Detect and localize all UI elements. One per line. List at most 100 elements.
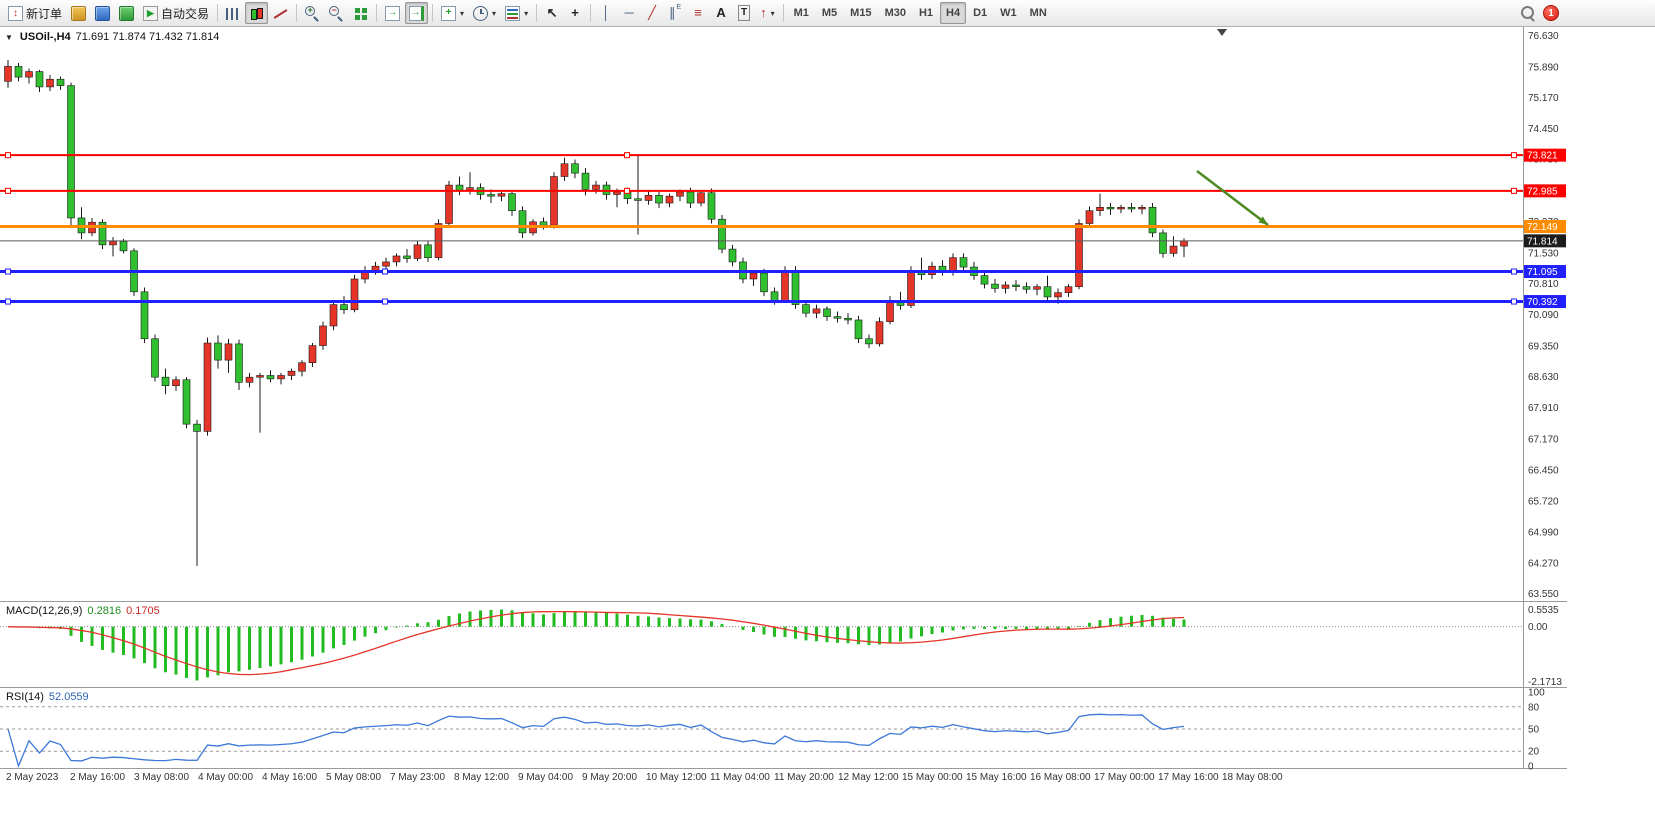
rsi-label: RSI(14) 52.0559 — [6, 691, 89, 703]
rsi-axis[interactable]: 100 80 50 20 0 — [1528, 688, 1545, 773]
new-order-button[interactable]: ↕ 新订单 — [4, 2, 66, 24]
horizontal-line-button[interactable]: ─ — [618, 2, 640, 24]
svg-text:3 May 08:00: 3 May 08:00 — [134, 772, 189, 783]
svg-text:50: 50 — [1528, 725, 1540, 736]
line-handle[interactable] — [5, 152, 11, 159]
chevron-down-icon: ▾ — [524, 8, 529, 18]
chevron-down-icon: ▾ — [460, 8, 465, 18]
horizontal-line-70.392[interactable] — [0, 298, 1523, 305]
templates-button[interactable]: ▾ — [501, 2, 532, 24]
macd-name: MACD(12,26,9) — [6, 605, 83, 617]
timeframe-m30-button[interactable]: M30 — [884, 7, 906, 19]
search-icon[interactable] — [1521, 6, 1535, 20]
time-axis[interactable]: 2 May 2023 2 May 16:00 3 May 08:00 4 May 00… — [6, 772, 1283, 783]
svg-text:100: 100 — [1528, 688, 1545, 699]
svg-text:2 May 16:00: 2 May 16:00 — [70, 772, 125, 783]
timeframe-d1-button[interactable]: D1 — [973, 7, 988, 19]
vertical-line-button[interactable]: │ — [595, 2, 617, 24]
svg-text:10 May 12:00: 10 May 12:00 — [646, 772, 707, 783]
line-handle[interactable] — [1511, 187, 1517, 194]
price-tag: 73.821 — [1524, 148, 1566, 162]
market-watch-button[interactable] — [67, 2, 90, 24]
svg-text:18 May 08:00: 18 May 08:00 — [1222, 772, 1283, 783]
macd-signal-line — [7, 610, 1185, 676]
line-handle[interactable] — [5, 298, 11, 305]
horizontal-line-73.821[interactable] — [0, 152, 1523, 159]
line-handle[interactable] — [5, 268, 11, 275]
toolbar-separator — [536, 4, 538, 22]
line-handle[interactable] — [1511, 268, 1517, 275]
timeframe-mn-button[interactable]: MN — [1029, 7, 1047, 19]
autotrading-button[interactable]: ▶ 自动交易 — [139, 2, 213, 24]
zoom-out-button[interactable]: − — [325, 2, 348, 24]
timeframe-m1-button[interactable]: M1 — [793, 7, 809, 19]
text-label-button[interactable]: T — [733, 2, 755, 24]
timeframe-m15-button[interactable]: M15 — [850, 7, 872, 19]
trendline-icon: ╱ — [648, 5, 656, 20]
crosshair-button[interactable]: + — [564, 2, 586, 24]
zoom-in-button[interactable]: + — [301, 2, 324, 24]
svg-text:67.170: 67.170 — [1528, 435, 1559, 446]
chart-shift-button[interactable]: → — [405, 2, 429, 24]
tile-windows-button[interactable] — [349, 2, 372, 24]
timeframe-w1-button[interactable]: W1 — [1000, 7, 1017, 19]
timeframe-h4-button[interactable]: H4 — [940, 2, 967, 24]
main-toolbar: ↕ 新订单 ▶ 自动交易 + − → → + ▾ ▾ ▾ ↖ + │ ─ ╱ ∥… — [0, 0, 1655, 27]
svg-text:75.170: 75.170 — [1528, 93, 1559, 104]
chart-shift-icon: → — [409, 5, 425, 21]
equidistant-channel-button[interactable]: ∥ E — [664, 2, 686, 24]
terminal-button[interactable] — [115, 2, 138, 24]
chart-shift-marker[interactable] — [1217, 29, 1227, 36]
text-button[interactable]: A — [710, 2, 732, 24]
bar-chart-button[interactable] — [222, 2, 244, 24]
line-handle[interactable] — [5, 187, 11, 194]
svg-text:16 May 08:00: 16 May 08:00 — [1030, 772, 1091, 783]
chevron-down-icon: ▾ — [492, 8, 497, 18]
cursor-button[interactable]: ↖ — [541, 2, 563, 24]
svg-text:15 May 00:00: 15 May 00:00 — [902, 772, 963, 783]
svg-text:70.810: 70.810 — [1528, 279, 1559, 290]
line-chart-icon — [273, 6, 288, 21]
svg-text:4 May 00:00: 4 May 00:00 — [198, 772, 253, 783]
text-label-icon: T — [738, 5, 751, 21]
clock-icon — [473, 5, 489, 21]
arrows-tool-icon: ↑ — [760, 5, 767, 20]
candlestick-chart-button[interactable] — [245, 2, 269, 24]
line-handle[interactable] — [382, 268, 388, 275]
horizontal-line-72.985[interactable] — [0, 187, 1523, 194]
channel-icon: ∥ — [668, 5, 676, 20]
line-handle[interactable] — [382, 298, 388, 305]
svg-text:70.392: 70.392 — [1527, 297, 1558, 308]
horizontal-line-71.095[interactable] — [0, 268, 1523, 275]
timeframe-h1-button[interactable]: H1 — [918, 7, 934, 19]
trendline-button[interactable]: ╱ — [641, 2, 663, 24]
line-chart-button[interactable] — [269, 2, 292, 24]
line-handle[interactable] — [1511, 152, 1517, 159]
navigator-button[interactable] — [91, 2, 114, 24]
svg-text:-2.1713: -2.1713 — [1528, 677, 1562, 688]
arrows-button[interactable]: ↑ ▾ — [756, 2, 779, 24]
fibonacci-icon: ≡ — [694, 5, 702, 20]
svg-text:72.149: 72.149 — [1527, 222, 1558, 233]
trend-arrow-annotation[interactable] — [1196, 170, 1269, 226]
periods-button[interactable]: ▾ — [469, 2, 500, 24]
line-handle[interactable] — [624, 187, 630, 194]
notification-badge[interactable]: 1 — [1543, 5, 1559, 21]
indicators-button[interactable]: + ▾ — [437, 2, 468, 24]
fibonacci-button[interactable]: ≡ — [687, 2, 709, 24]
macd-label: MACD(12,26,9) 0.2816 0.1705 — [6, 605, 160, 617]
svg-text:8 May 12:00: 8 May 12:00 — [454, 772, 509, 783]
svg-text:9 May 04:00: 9 May 04:00 — [518, 772, 573, 783]
svg-text:63.550: 63.550 — [1528, 589, 1559, 600]
auto-scroll-button[interactable]: → — [381, 2, 404, 24]
svg-text:17 May 00:00: 17 May 00:00 — [1094, 772, 1155, 783]
svg-text:64.990: 64.990 — [1528, 528, 1559, 539]
line-handle[interactable] — [624, 152, 630, 159]
macd-axis[interactable]: 0.5535 0.00 -2.1713 — [1528, 605, 1562, 688]
line-handle[interactable] — [1511, 298, 1517, 305]
one-click-trading-toggle[interactable]: ▼ — [5, 32, 13, 42]
candlestick-chart-icon — [249, 6, 264, 21]
timeframe-m5-button[interactable]: M5 — [821, 7, 838, 19]
price-axis[interactable]: 76.63075.89075.17074.45073.73073.01072.2… — [1528, 31, 1559, 600]
